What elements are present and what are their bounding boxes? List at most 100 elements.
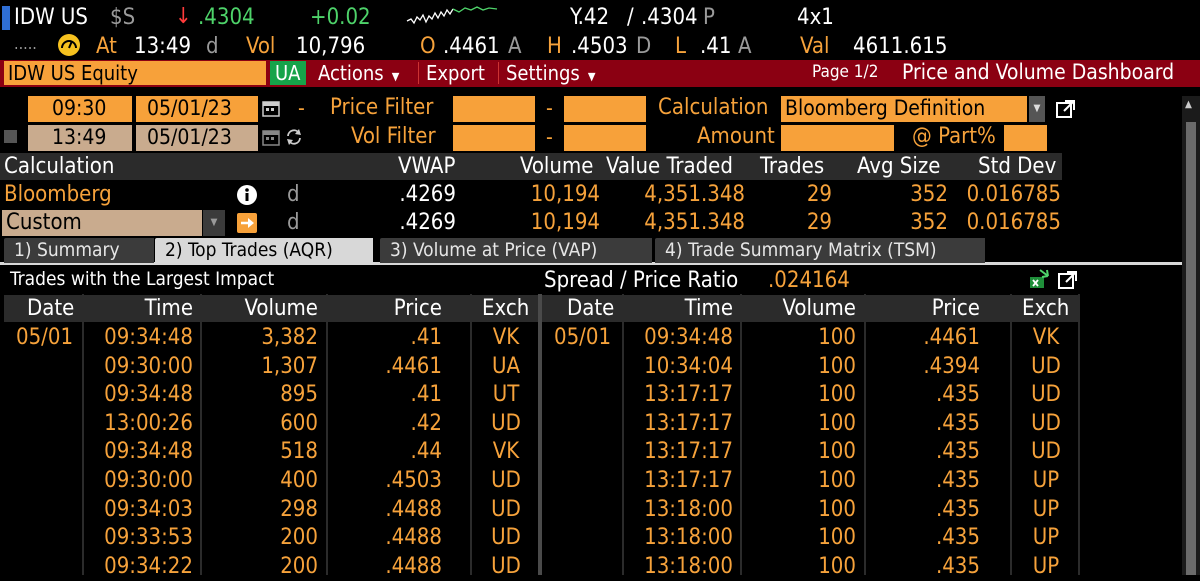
actions-menu[interactable]: Actions ▼ <box>312 60 405 86</box>
chevron-down-icon[interactable]: ▼ <box>203 210 225 236</box>
summary-row-std-dev: 0.016785 <box>966 210 1061 235</box>
spread-ratio-label: Spread / Price Ratio <box>544 268 739 293</box>
tab-top-trades[interactable]: 2) Top Trades (AQR) <box>155 238 373 263</box>
trade-time: 09:30:00 <box>104 353 193 379</box>
end-date-value: 05/01/23 <box>147 125 232 149</box>
trade-volume: 100 <box>818 468 856 493</box>
menu-divider <box>498 62 499 84</box>
summary-row-vwap: .4269 <box>399 210 456 235</box>
vol-filter-label: Vol Filter <box>351 124 436 149</box>
amount-label: Amount <box>697 124 775 149</box>
column-divider <box>1078 294 1080 575</box>
last-price-secondary: .4304 <box>641 5 698 30</box>
chevron-down-icon[interactable]: ▼ <box>1029 96 1045 122</box>
participation-input[interactable] <box>1004 125 1047 151</box>
scroll-up-icon[interactable]: ▲ <box>1185 99 1192 110</box>
calculation-label: Calculation <box>658 95 769 120</box>
start-date-input[interactable] <box>136 96 258 122</box>
price-filter-max[interactable] <box>564 96 646 122</box>
trade-date <box>554 381 620 409</box>
end-time-input[interactable] <box>28 125 132 151</box>
custom-select[interactable] <box>2 210 202 236</box>
column-divider <box>470 294 472 575</box>
trade-price: .435 <box>935 410 980 436</box>
vol-filter-min[interactable] <box>453 125 535 151</box>
export-menu[interactable]: Export <box>420 60 491 86</box>
trade-date <box>554 410 620 438</box>
down-arrow-icon: ↓ <box>175 4 192 29</box>
column-divider <box>864 294 866 575</box>
trade-volume: 100 <box>818 325 856 350</box>
ticker-indicator <box>2 6 10 30</box>
arrow-out-icon[interactable] <box>236 212 258 234</box>
popout-icon[interactable] <box>1055 98 1077 120</box>
yield-separator: / <box>627 5 634 30</box>
trade-date <box>16 553 80 581</box>
high-label: H <box>547 34 562 59</box>
dash: - <box>298 96 305 120</box>
price-filter-min[interactable] <box>453 96 535 122</box>
popout-icon[interactable] <box>1057 269 1079 291</box>
security-input[interactable] <box>4 61 266 85</box>
trade-exch: UD <box>491 410 521 436</box>
summary-row-trades: 29 <box>806 210 832 235</box>
trade-exch: VK <box>1032 325 1060 350</box>
info-icon[interactable] <box>236 184 258 206</box>
trade-date <box>554 524 620 552</box>
trade-price: .44 <box>410 439 442 465</box>
tab-trade-summary-matrix[interactable]: 4) Trade Summary Matrix (TSM) <box>655 238 985 263</box>
amount-input[interactable] <box>781 125 894 151</box>
start-time-input[interactable] <box>28 96 132 122</box>
exchange-button[interactable] <box>270 61 306 85</box>
trade-date <box>16 353 80 381</box>
trade-date <box>16 524 80 552</box>
summary-row-avg-size: 352 <box>910 210 948 235</box>
column-divider <box>326 294 328 575</box>
trade-price: .4461 <box>385 353 442 379</box>
settings-menu[interactable]: Settings ▼ <box>500 60 601 86</box>
trade-volume: 100 <box>818 382 856 408</box>
trade-time: 09:30:00 <box>104 468 193 493</box>
tab-volume-at-price[interactable]: 3) Volume at Price (VAP) <box>380 238 652 263</box>
column-divider <box>740 294 742 575</box>
trade-price: .4488 <box>385 525 442 551</box>
summary-header-volume: Volume <box>520 154 594 179</box>
trade-price: .41 <box>410 325 442 350</box>
trade-exch: UA <box>491 353 521 379</box>
trade-date <box>16 438 80 466</box>
trades-right-header-volume: Volume <box>782 296 856 321</box>
trade-exch: UP <box>1032 553 1060 579</box>
scrollbar-thumb[interactable] <box>1186 122 1196 575</box>
dash: - <box>546 96 553 120</box>
summary-header-std-dev: Std Dev <box>978 154 1057 179</box>
volume-label: Vol <box>246 34 276 59</box>
dash: - <box>546 125 553 149</box>
export-label: Export <box>426 61 485 85</box>
trade-volume: 200 <box>280 525 318 551</box>
trade-date <box>554 467 620 495</box>
end-date-input[interactable] <box>136 125 258 151</box>
trades-left-header-volume: Volume <box>244 296 318 321</box>
trade-exch: UP <box>1032 468 1060 493</box>
calendar-icon[interactable] <box>262 128 280 146</box>
refresh-icon[interactable] <box>285 128 303 146</box>
vol-filter-max[interactable] <box>564 125 646 151</box>
trade-exch: UD <box>1031 439 1061 465</box>
excel-icon[interactable] <box>1028 268 1052 290</box>
calculation-select[interactable] <box>781 96 1027 122</box>
volume-value: 10,796 <box>296 34 366 59</box>
summary-header-trades: Trades <box>760 154 825 179</box>
trade-volume: 100 <box>818 439 856 465</box>
trade-price: .41 <box>410 382 442 408</box>
spread-ratio-value: .024164 <box>768 268 850 293</box>
trade-volume: 400 <box>280 468 318 493</box>
calendar-icon[interactable] <box>262 99 280 117</box>
trade-price: .435 <box>935 553 980 579</box>
summary-header-value-traded: Value Traded <box>606 154 733 179</box>
tab-summary[interactable]: 1) Summary <box>4 238 154 263</box>
custom-time-checkbox[interactable] <box>4 130 17 143</box>
trade-time: 13:17:17 <box>644 410 733 436</box>
trade-volume: 1,307 <box>261 353 318 379</box>
trade-exch: VK <box>492 439 520 465</box>
gauge-icon[interactable] <box>56 33 82 57</box>
